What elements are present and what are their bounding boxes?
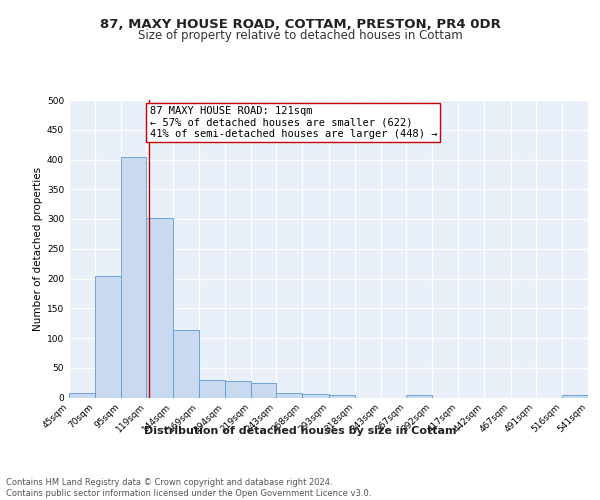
Bar [329,395,355,398]
Bar [225,382,251,398]
Text: Distribution of detached houses by size in Cottam: Distribution of detached houses by size … [144,426,456,436]
Bar [251,382,276,398]
Bar [406,395,432,398]
Bar [562,394,588,398]
Text: Size of property relative to detached houses in Cottam: Size of property relative to detached ho… [137,29,463,42]
Text: 87 MAXY HOUSE ROAD: 121sqm
← 57% of detached houses are smaller (622)
41% of sem: 87 MAXY HOUSE ROAD: 121sqm ← 57% of deta… [149,106,437,139]
Bar [173,330,199,398]
Bar [146,218,173,398]
Bar [69,392,95,398]
Y-axis label: Number of detached properties: Number of detached properties [33,166,43,331]
Bar [302,394,329,398]
Text: 87, MAXY HOUSE ROAD, COTTAM, PRESTON, PR4 0DR: 87, MAXY HOUSE ROAD, COTTAM, PRESTON, PR… [100,18,500,30]
Text: Contains HM Land Registry data © Crown copyright and database right 2024.
Contai: Contains HM Land Registry data © Crown c… [6,478,371,498]
Bar [121,157,146,398]
Bar [276,392,302,398]
Bar [95,276,121,398]
Bar [199,380,225,398]
